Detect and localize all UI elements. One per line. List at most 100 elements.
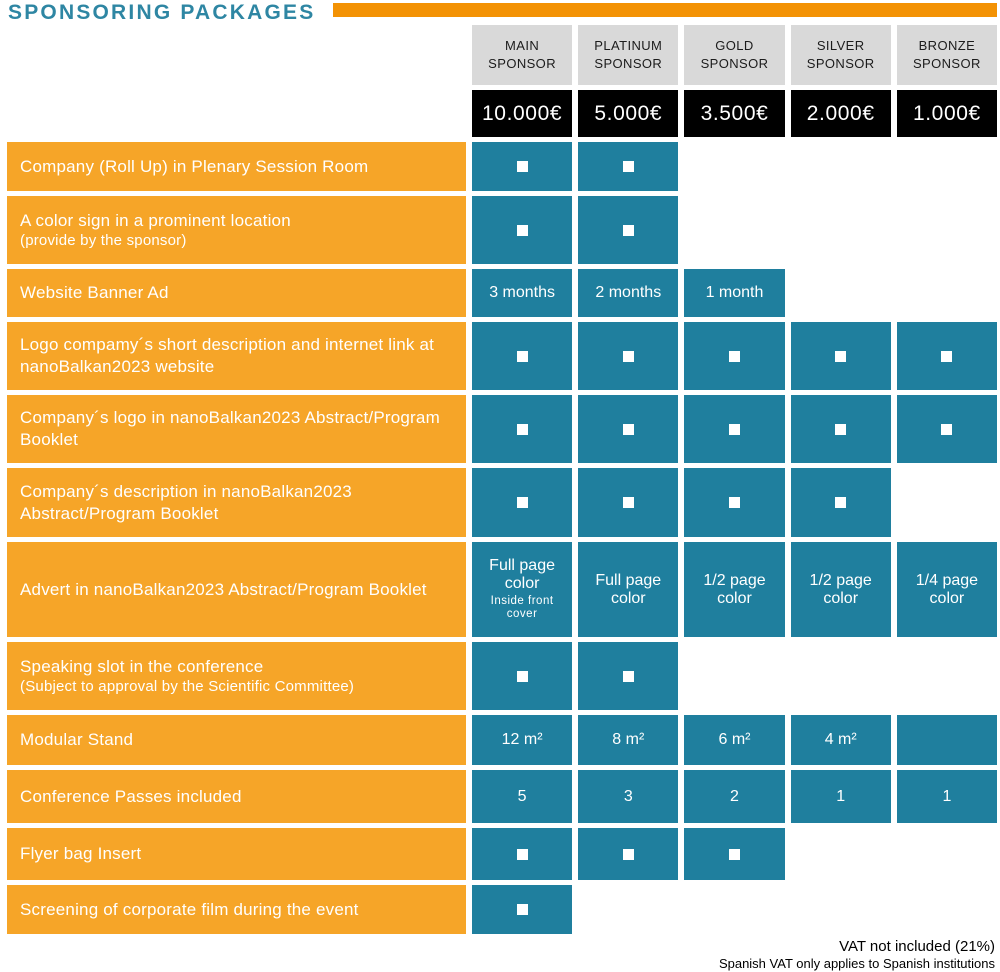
cell-value: 2: [730, 787, 739, 805]
check-square-icon: [516, 423, 528, 435]
benefit-cell-silver: [790, 468, 891, 537]
column-header-bronze: BRONZE SPONSOR: [896, 25, 997, 85]
cell-value: 1: [836, 787, 846, 805]
row-label-text: Company´s description in nanoBalkan2023 …: [20, 481, 352, 523]
benefit-cell-gold: [684, 828, 785, 880]
cell-value: 4 m²: [824, 731, 857, 749]
column-header-gold: GOLD SPONSOR: [684, 25, 785, 85]
row-label: Company´s description in nanoBalkan2023 …: [7, 468, 466, 537]
row-label-text: Speaking slot in the conference: [20, 656, 264, 676]
price-silver: 2.000€: [790, 90, 891, 137]
check-square-icon: [835, 350, 847, 362]
benefit-cell-main: [472, 322, 573, 390]
empty-slot-silver: [791, 196, 891, 264]
cell-subvalue: Inside front cover: [490, 594, 554, 621]
column-header-silver: SILVER SPONSOR: [790, 25, 891, 85]
cell-value: 1/2 page color: [809, 571, 872, 607]
row-label: Logo compamy´s short description and int…: [7, 322, 466, 390]
header-spacer: [7, 25, 466, 85]
check-square-icon: [941, 423, 953, 435]
empty-slot-bronze: [897, 828, 997, 880]
benefit-cell-gold: [684, 468, 785, 537]
benefit-cell-gold: [684, 322, 785, 390]
column-header-platinum: PLATINUM SPONSOR: [578, 25, 679, 85]
check-square-icon: [516, 670, 528, 682]
row-label: Company´s logo in nanoBalkan2023 Abstrac…: [7, 395, 466, 463]
row-label: Speaking slot in the conference (Subject …: [7, 642, 466, 710]
benefit-cell-gold: 1 month: [684, 269, 785, 317]
empty-slot-platinum: [578, 885, 678, 934]
row-sublabel: (provide by the sponsor): [20, 232, 187, 250]
row-sublabel: (Subject to approval by the Scientific C…: [20, 678, 355, 696]
benefit-cell-platinum: [578, 642, 679, 710]
benefit-cell-main: 5: [472, 770, 573, 823]
row-label-text: Website Banner Ad: [20, 283, 169, 303]
price-main: 10.000€: [472, 90, 573, 137]
empty-slot-bronze: [897, 196, 997, 264]
benefit-cell-main: 3 months: [472, 269, 573, 317]
benefit-cell-platinum: 2 months: [578, 269, 679, 317]
benefit-cell-platinum: 3: [578, 770, 679, 823]
benefit-cell-main: [472, 885, 573, 934]
check-square-icon: [516, 497, 528, 508]
empty-slot-gold: [684, 196, 784, 264]
column-header-main: MAIN SPONSOR: [472, 25, 573, 85]
empty-slot-bronze: [897, 142, 997, 191]
check-square-icon: [622, 423, 634, 435]
row-label: Advert in nanoBalkan2023 Abstract/Progra…: [7, 542, 466, 637]
title-accent-bar: [333, 3, 997, 17]
row-label: Conference Passes included: [7, 770, 466, 823]
row-label-text: Logo compamy´s short description and int…: [20, 335, 435, 376]
row-label: Website Banner Ad: [7, 269, 466, 317]
row-label-text: Company (Roll Up) in Plenary Session Roo…: [20, 156, 369, 176]
check-square-icon: [728, 848, 740, 860]
benefit-cell-platinum: [578, 322, 679, 390]
cell-value: 1/2 page color: [703, 571, 766, 607]
benefit-cell-silver: [790, 395, 891, 463]
benefit-cell-gold: 2: [684, 770, 785, 823]
check-square-icon: [516, 350, 528, 362]
row-label: Modular Stand: [7, 715, 466, 765]
empty-slot-silver: [791, 885, 891, 934]
check-square-icon: [516, 848, 528, 860]
benefit-cell-platinum: [578, 468, 679, 537]
cell-value: 1 month: [705, 284, 764, 302]
empty-slot-silver: [791, 642, 891, 710]
check-square-icon: [622, 350, 634, 362]
empty-slot-silver: [791, 828, 891, 880]
check-square-icon: [728, 497, 740, 508]
vat-detail: Spanish VAT only applies to Spanish inst…: [718, 956, 995, 971]
benefit-cell-silver: [790, 322, 891, 390]
empty-slot-bronze: [897, 269, 997, 317]
check-square-icon: [622, 848, 634, 860]
row-label-text: Advert in nanoBalkan2023 Abstract/Progra…: [20, 579, 427, 599]
cell-value: 3 months: [489, 284, 555, 302]
empty-slot-bronze: [897, 642, 997, 710]
benefit-cell-main: [472, 468, 573, 537]
cell-value: 3: [623, 787, 633, 805]
empty-slot-silver: [791, 142, 891, 191]
empty-slot-gold: [684, 642, 784, 710]
check-square-icon: [622, 497, 634, 508]
vat-footer: VAT not included (21%) Spanish VAT only …: [719, 938, 995, 972]
vat-note: VAT not included (21%): [839, 938, 995, 955]
benefit-cell-platinum: [578, 196, 679, 264]
benefit-cell-gold: 6 m²: [684, 715, 785, 765]
price-gold: 3.500€: [684, 90, 785, 137]
check-square-icon: [622, 161, 634, 172]
benefit-cell-platinum: [578, 828, 679, 880]
check-square-icon: [728, 350, 740, 362]
cell-value: 2 months: [595, 284, 662, 302]
benefit-cell-main: [472, 395, 573, 463]
row-label: Flyer bag Insert: [7, 828, 466, 880]
cell-value: 12 m²: [501, 731, 543, 749]
check-square-icon: [516, 161, 528, 172]
empty-slot-bronze: [897, 885, 997, 934]
page-header: SPONSORING PACKAGES: [0, 0, 1000, 25]
check-square-icon: [835, 423, 847, 435]
empty-slot-bronze: [897, 468, 997, 537]
benefit-cell-bronze: [896, 322, 997, 390]
cell-value: Full page color: [489, 556, 555, 592]
row-label-text: A color sign in a prominent location: [20, 210, 291, 230]
